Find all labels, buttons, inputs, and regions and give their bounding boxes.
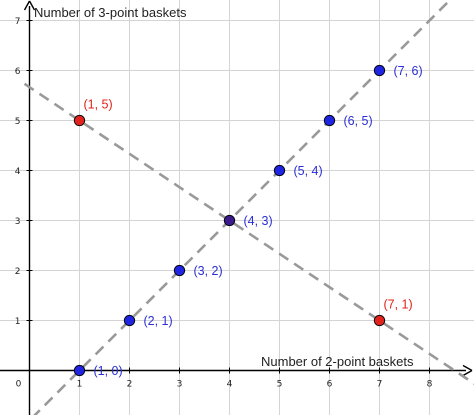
x-tick-label: 5 xyxy=(277,380,283,390)
x-tick-label: 6 xyxy=(327,380,333,390)
data-point xyxy=(73,114,86,127)
y-axis-arrow-icon xyxy=(23,0,36,11)
data-point xyxy=(323,114,336,127)
x-tick-label: 4 xyxy=(227,380,233,390)
data-point xyxy=(223,214,236,227)
data-point xyxy=(123,314,136,327)
point-label: (3, 2) xyxy=(194,264,223,278)
y-axis-title: Number of 3-point baskets xyxy=(34,5,187,20)
point-labels: (1, 0) (2, 1) (3, 2) (4, 3) (5, 4) (6, 5) (7, … xyxy=(84,64,423,378)
x-tick-label: 0 xyxy=(16,380,22,390)
data-point xyxy=(373,64,386,77)
y-tick-label: 7 xyxy=(15,17,21,27)
point-label: (1, 5) xyxy=(84,98,113,112)
x-tick-label: 2 xyxy=(127,380,133,390)
dashed-line xyxy=(33,0,451,415)
point-label: (7, 6) xyxy=(394,64,423,78)
x-tick-label: 1 xyxy=(77,380,83,390)
data-point xyxy=(373,314,386,327)
y-tick-label: 1 xyxy=(15,317,21,327)
point-label: (6, 5) xyxy=(344,114,373,128)
x-axis-title: Number of 2-point baskets xyxy=(261,354,414,369)
y-tick-label: 3 xyxy=(15,217,21,227)
data-point xyxy=(173,264,186,277)
y-tick-label: 5 xyxy=(15,117,21,127)
dashed-line xyxy=(23,82,474,385)
x-tick-label: 8 xyxy=(427,380,433,390)
y-tick-label: 2 xyxy=(15,267,21,277)
data-point xyxy=(73,364,86,377)
point-label: (2, 1) xyxy=(144,314,173,328)
point-label: (4, 3) xyxy=(244,214,273,228)
y-tick-label: 4 xyxy=(15,167,21,177)
point-label: (5, 4) xyxy=(294,164,323,178)
point-label: (1, 0) xyxy=(94,364,123,378)
x-tick-label: 7 xyxy=(377,380,383,390)
data-points xyxy=(73,64,386,377)
point-label: (7, 1) xyxy=(384,298,413,312)
tick-labels: 0 1 2 3 4 5 6 7 8 1 2 3 4 5 6 7 xyxy=(15,17,433,390)
data-point xyxy=(273,164,286,177)
dashed-lines xyxy=(23,0,474,415)
x-axis-arrow-icon xyxy=(462,364,473,377)
x-tick-label: 3 xyxy=(177,380,183,390)
y-tick-label: 6 xyxy=(15,67,21,77)
